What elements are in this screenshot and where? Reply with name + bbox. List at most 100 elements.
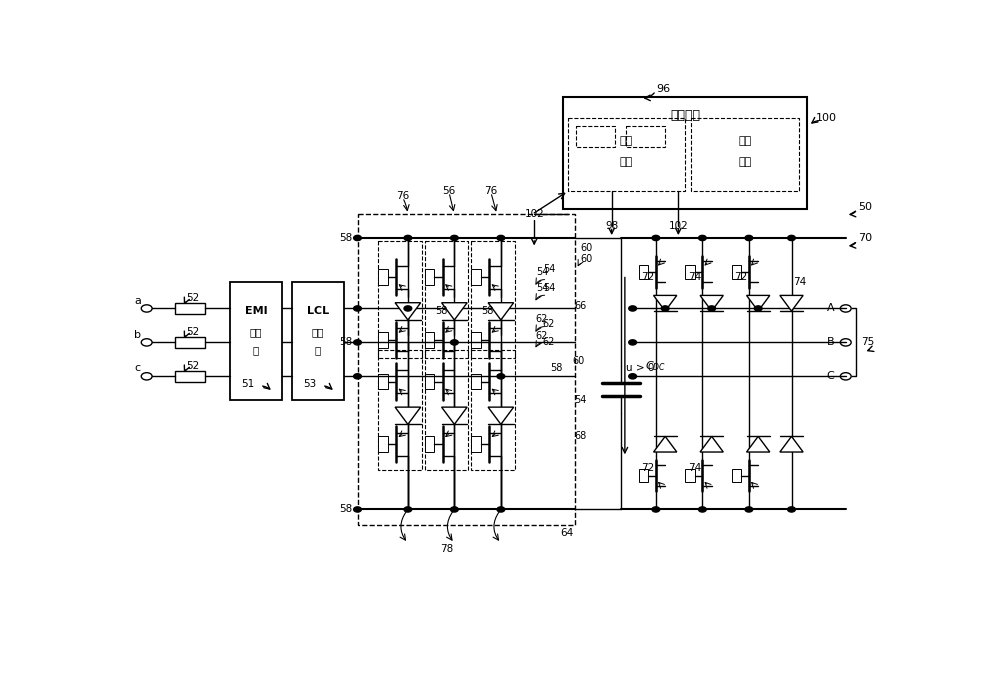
Bar — [471, 241, 515, 358]
Polygon shape — [654, 296, 677, 311]
Circle shape — [497, 235, 505, 241]
Text: 逻辑: 逻辑 — [738, 136, 752, 146]
Text: 54: 54 — [536, 267, 548, 277]
Polygon shape — [700, 296, 723, 311]
Polygon shape — [395, 407, 421, 424]
Bar — [639, 468, 648, 482]
Text: 96: 96 — [657, 84, 671, 94]
Bar — [471, 437, 481, 452]
Text: 62: 62 — [536, 331, 548, 341]
Bar — [378, 269, 388, 285]
Polygon shape — [488, 407, 514, 424]
Circle shape — [698, 507, 706, 512]
Circle shape — [745, 235, 753, 241]
Bar — [425, 269, 434, 285]
Polygon shape — [747, 296, 770, 311]
Circle shape — [354, 340, 361, 345]
Circle shape — [450, 340, 458, 345]
Circle shape — [450, 507, 458, 512]
Text: 100: 100 — [816, 113, 837, 123]
Text: 滤波: 滤波 — [250, 327, 262, 337]
Bar — [425, 437, 434, 452]
Text: 76: 76 — [484, 186, 497, 196]
Text: 53: 53 — [304, 379, 317, 389]
Text: 78: 78 — [440, 544, 453, 554]
Text: 56: 56 — [442, 186, 456, 196]
Bar — [230, 282, 282, 400]
Polygon shape — [780, 296, 803, 311]
Text: 54: 54 — [543, 283, 555, 293]
Circle shape — [788, 507, 795, 512]
Polygon shape — [395, 302, 421, 320]
Polygon shape — [442, 407, 467, 424]
Text: 75: 75 — [861, 338, 874, 347]
Text: c: c — [134, 363, 140, 374]
Text: 滤波: 滤波 — [312, 327, 324, 337]
Text: 检测: 检测 — [620, 136, 633, 146]
Circle shape — [661, 306, 669, 311]
Text: 60: 60 — [572, 356, 584, 365]
Bar — [425, 374, 434, 389]
Text: 控制系统: 控制系统 — [670, 108, 700, 122]
Circle shape — [497, 374, 505, 379]
Text: A: A — [826, 304, 834, 313]
Bar — [378, 351, 422, 471]
Bar — [685, 468, 695, 482]
Circle shape — [629, 306, 637, 311]
Text: 62: 62 — [536, 314, 548, 324]
Circle shape — [354, 507, 361, 512]
Bar — [358, 214, 574, 525]
Text: 60: 60 — [580, 243, 592, 254]
Circle shape — [629, 340, 637, 345]
Text: EMI: EMI — [245, 306, 267, 316]
Text: 54: 54 — [536, 283, 548, 293]
Circle shape — [354, 374, 361, 379]
Bar — [576, 125, 615, 146]
Polygon shape — [780, 437, 803, 452]
Polygon shape — [700, 437, 723, 452]
Circle shape — [354, 306, 361, 311]
Text: B: B — [826, 338, 834, 347]
Text: 50: 50 — [858, 201, 872, 212]
Bar — [685, 265, 695, 279]
Text: 74: 74 — [688, 462, 701, 473]
Bar — [378, 332, 388, 348]
Text: 器: 器 — [315, 345, 321, 355]
Text: 58: 58 — [339, 338, 352, 347]
Bar — [378, 374, 388, 389]
Bar — [378, 437, 388, 452]
Text: 58: 58 — [339, 504, 352, 515]
Bar — [732, 468, 741, 482]
Text: 74: 74 — [793, 277, 806, 287]
Text: 64: 64 — [560, 528, 573, 538]
Bar — [626, 125, 665, 146]
Circle shape — [497, 507, 505, 512]
Circle shape — [450, 235, 458, 241]
Circle shape — [745, 507, 753, 512]
Circle shape — [698, 235, 706, 241]
Circle shape — [708, 306, 716, 311]
Text: 58: 58 — [339, 233, 352, 243]
Bar — [471, 374, 481, 389]
Polygon shape — [488, 302, 514, 320]
Text: $C_{DC}$: $C_{DC}$ — [645, 359, 666, 373]
Bar — [471, 332, 481, 348]
Text: 52: 52 — [187, 327, 200, 337]
Bar — [425, 351, 468, 471]
Text: 60: 60 — [580, 254, 592, 264]
Text: 54: 54 — [575, 395, 587, 405]
Circle shape — [788, 235, 795, 241]
Text: 74: 74 — [688, 272, 701, 282]
Circle shape — [404, 235, 412, 241]
Bar — [425, 332, 434, 348]
Circle shape — [404, 507, 412, 512]
Text: 54: 54 — [543, 264, 555, 275]
Bar — [471, 269, 481, 285]
Bar — [292, 282, 344, 400]
Bar — [175, 303, 205, 314]
Polygon shape — [747, 437, 770, 452]
Bar — [175, 337, 205, 348]
Bar — [732, 265, 741, 279]
Text: u > 0: u > 0 — [626, 363, 655, 374]
Text: 72: 72 — [734, 272, 748, 282]
